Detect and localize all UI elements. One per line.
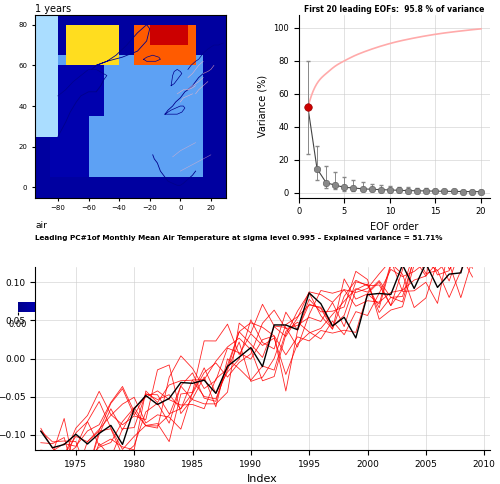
Point	[368, 185, 376, 193]
Point	[395, 186, 403, 194]
Point	[404, 187, 412, 195]
Point	[413, 187, 421, 195]
Y-axis label: Variance (%): Variance (%)	[258, 75, 268, 137]
Point	[432, 187, 440, 195]
Point	[340, 183, 348, 191]
Point	[350, 184, 358, 192]
Point	[313, 165, 321, 173]
Text: air: air	[35, 221, 47, 230]
Point	[386, 186, 394, 194]
Point	[468, 188, 476, 196]
Point	[358, 185, 366, 193]
Text: Leading PC#1of Monthly Mean Air Temperature at sigma level 0.995 – Explained var: Leading PC#1of Monthly Mean Air Temperat…	[35, 235, 442, 241]
Point	[322, 179, 330, 186]
Point	[304, 104, 312, 111]
X-axis label: Index: Index	[247, 474, 278, 484]
Point	[331, 182, 339, 189]
Point	[422, 187, 430, 195]
Point	[458, 188, 466, 196]
Point	[377, 186, 385, 194]
Point	[477, 188, 485, 196]
Text: 1 years: 1 years	[35, 4, 71, 14]
Point	[450, 188, 458, 196]
Title: First 20 leading EOFs:  95.8 % of variance: First 20 leading EOFs: 95.8 % of varianc…	[304, 5, 484, 14]
Point	[440, 187, 448, 195]
Point	[304, 104, 312, 111]
X-axis label: EOF order: EOF order	[370, 222, 418, 232]
